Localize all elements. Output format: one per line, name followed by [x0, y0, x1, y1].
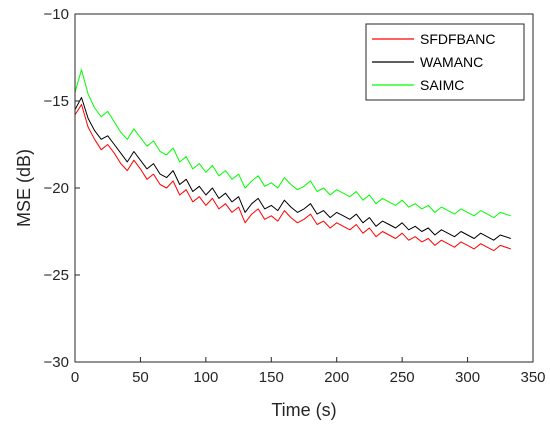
x-tick-label: 150	[259, 369, 284, 386]
x-tick-label: 50	[132, 369, 149, 386]
y-tick-label: −25	[44, 267, 69, 284]
series-line-2	[74, 97, 511, 241]
x-tick-label: 0	[71, 369, 79, 386]
series-layer	[74, 69, 511, 252]
series-line-3	[74, 69, 511, 219]
x-tick-label: 350	[520, 369, 545, 386]
y-tick-label: −10	[44, 6, 69, 23]
legend-label-2: WAMANC	[420, 54, 483, 70]
x-tick-label: 200	[324, 369, 349, 386]
y-tick-label: −15	[44, 93, 69, 110]
x-axis-ticks: 0 50 100 150 200 250 300 350	[71, 357, 546, 386]
x-axis-title: Time (s)	[271, 400, 336, 420]
y-axis-title: MSE (dB)	[14, 149, 34, 227]
legend: SFDFBANC WAMANC SAIMC	[365, 23, 525, 101]
y-tick-label: −30	[44, 354, 69, 371]
legend-label-1: SFDFBANC	[420, 31, 495, 47]
series-line-1	[74, 104, 511, 252]
y-axis-ticks: −10 −15 −20 −25 −30	[44, 6, 80, 371]
y-tick-label: −20	[44, 180, 69, 197]
x-tick-label: 300	[455, 369, 480, 386]
x-tick-label: 100	[193, 369, 218, 386]
x-tick-label: 250	[390, 369, 415, 386]
legend-label-3: SAIMC	[420, 77, 464, 93]
